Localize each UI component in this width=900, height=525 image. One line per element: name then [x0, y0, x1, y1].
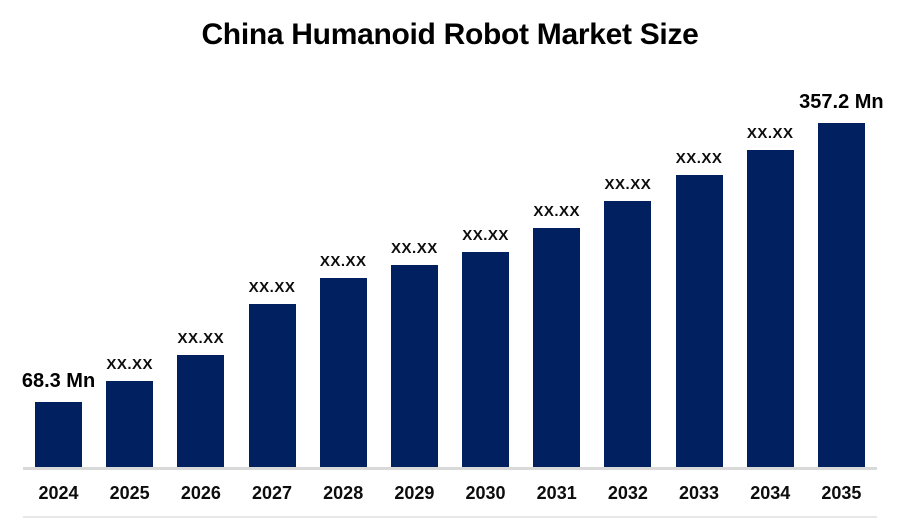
- bar-2034: [746, 150, 794, 468]
- bar-2035: [817, 123, 865, 468]
- bar-group-2035: 357.2 Mn: [799, 91, 884, 468]
- year-label-2027: 2027: [251, 483, 293, 503]
- year-label-2024: 2024: [38, 483, 79, 503]
- bar-value-label-2026: XX.XX: [177, 329, 225, 347]
- year-label-2026: 2026: [180, 483, 221, 503]
- x-axis-line: [23, 467, 877, 470]
- bar-2033: [675, 175, 723, 468]
- year-label-2031: 2031: [536, 483, 577, 503]
- bottom-border-line: [23, 516, 877, 518]
- bars-row: 68.3 Mn XX.XX XX.XX XX.XX XX.XX XX.XX XX.XX XX.…: [22, 68, 884, 468]
- bar-2031: [533, 228, 581, 468]
- bar-2026: [177, 355, 225, 468]
- bar-2030: [462, 252, 510, 468]
- year-label-2032: 2032: [607, 483, 648, 503]
- bar-group-2024: 68.3 Mn: [22, 370, 95, 468]
- bar-value-label-2027: XX.XX: [248, 278, 296, 296]
- bar-2032: [604, 201, 652, 468]
- chart-title: China Humanoid Robot Market Size: [201, 18, 699, 51]
- bar-value-label-2031: XX.XX: [533, 202, 581, 220]
- bar-group-2032: XX.XX: [604, 175, 652, 468]
- year-label-2025: 2025: [109, 483, 150, 503]
- bar-value-label-2030: XX.XX: [462, 226, 509, 244]
- year-label-2028: 2028: [323, 483, 364, 503]
- year-label-2035: 2035: [821, 483, 862, 503]
- bar-value-label-2034: XX.XX: [746, 124, 794, 142]
- bar-group-2029: XX.XX: [390, 239, 438, 468]
- year-label-2030: 2030: [465, 483, 506, 503]
- bar-value-label-2024: 68.3 Mn: [21, 370, 96, 392]
- bar-value-label-2032: XX.XX: [604, 175, 652, 193]
- bar-group-2033: XX.XX: [675, 149, 723, 468]
- bar-2025: [106, 381, 154, 468]
- bar-2027: [248, 304, 296, 468]
- bar-2028: [319, 278, 367, 468]
- year-axis: 2024 2025 2026 2027 2028 2029 2030 2031 2032 2033…: [35, 483, 865, 504]
- bar-group-2030: XX.XX: [462, 226, 510, 468]
- bar-group-2025: XX.XX: [106, 355, 154, 468]
- bar-value-label-2028: XX.XX: [319, 252, 367, 270]
- year-label-2034: 2034: [750, 483, 791, 503]
- bar-2024: [35, 402, 82, 468]
- bar-group-2034: XX.XX: [746, 124, 794, 468]
- bar-group-2031: XX.XX: [533, 202, 581, 468]
- bar-value-label-2033: XX.XX: [675, 149, 723, 167]
- bar-value-label-2029: XX.XX: [391, 239, 438, 257]
- bar-value-label-2025: XX.XX: [106, 355, 154, 373]
- bar-value-label-2035: 357.2 Mn: [799, 91, 884, 113]
- bar-group-2028: XX.XX: [319, 252, 367, 468]
- bar-2029: [390, 265, 438, 468]
- bar-group-2026: XX.XX: [177, 329, 225, 468]
- year-label-2029: 2029: [394, 483, 435, 503]
- year-label-2033: 2033: [679, 483, 720, 503]
- bar-group-2027: XX.XX: [248, 278, 296, 468]
